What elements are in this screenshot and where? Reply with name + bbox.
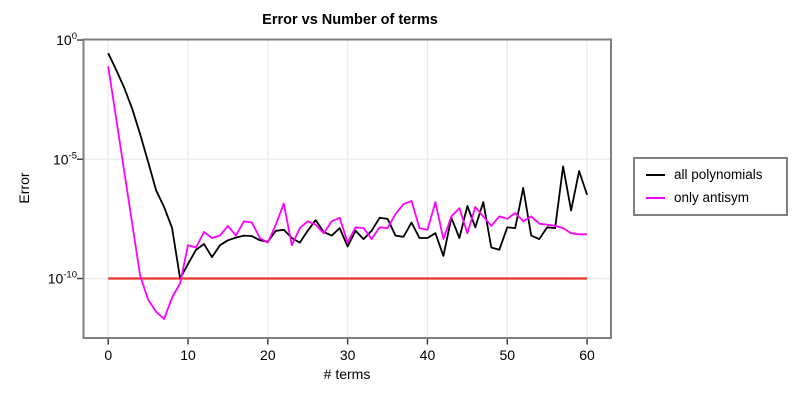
y-tick-label: 10-10 <box>48 269 77 286</box>
legend: all polynomials only antisym <box>633 157 788 216</box>
x-tick-label: 20 <box>260 347 276 363</box>
series-line-all-polynomials <box>107 52 588 280</box>
y-axis-label: Error <box>16 172 32 204</box>
legend-label: all polynomials <box>674 167 763 183</box>
x-axis-label: # terms <box>323 366 371 382</box>
legend-item-only-antisym: only antisym <box>646 189 786 207</box>
x-tick-label: 40 <box>420 347 436 363</box>
legend-line-swatch-black <box>646 174 665 177</box>
plot-border <box>82 38 612 339</box>
legend-line-swatch-magenta <box>646 196 665 199</box>
series-line-only-antisym <box>107 66 588 320</box>
x-tick-label: 50 <box>499 347 515 363</box>
chart-title: Error vs Number of terms <box>262 12 438 28</box>
y-tick-label: 10-5 <box>53 150 77 167</box>
x-tick-label: 60 <box>579 347 595 363</box>
legend-label: only antisym <box>674 189 750 205</box>
x-tick-label: 0 <box>104 347 112 363</box>
legend-item-all-polynomials: all polynomials <box>646 166 786 184</box>
x-tick-label: 30 <box>340 347 356 363</box>
x-tick-label: 10 <box>180 347 196 363</box>
y-tick-label: 100 <box>56 31 77 48</box>
